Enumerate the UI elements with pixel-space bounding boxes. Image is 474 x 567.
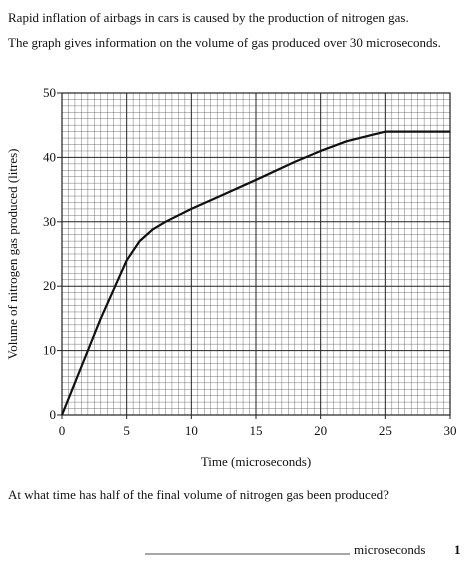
x-axis-label: Time (microseconds) — [201, 454, 311, 469]
x-tick-label: 5 — [123, 423, 130, 438]
marks: 1 — [454, 542, 461, 557]
x-tick-label: 0 — [59, 423, 66, 438]
description-text: The graph gives information on the volum… — [8, 35, 441, 50]
y-tick-label: 40 — [43, 149, 56, 164]
x-tick-label: 25 — [379, 423, 392, 438]
y-tick-label: 30 — [43, 214, 56, 229]
x-tick-label: 30 — [444, 423, 457, 438]
y-tick-label: 10 — [43, 343, 56, 358]
answer-unit: microseconds — [354, 542, 425, 557]
y-axis-label: Volume of nitrogen gas produced (litres) — [5, 149, 20, 360]
x-tick-label: 20 — [314, 423, 327, 438]
question-text: At what time has half of the final volum… — [8, 487, 389, 502]
y-tick-label: 0 — [50, 407, 57, 422]
data-line — [60, 130, 450, 416]
intro-text: Rapid inflation of airbags in cars is ca… — [8, 10, 409, 25]
x-tick-label: 10 — [185, 423, 198, 438]
y-tick-label: 50 — [43, 85, 56, 100]
y-tick-label: 20 — [43, 278, 56, 293]
x-tick-label: 15 — [250, 423, 263, 438]
plot-frame — [61, 92, 451, 416]
